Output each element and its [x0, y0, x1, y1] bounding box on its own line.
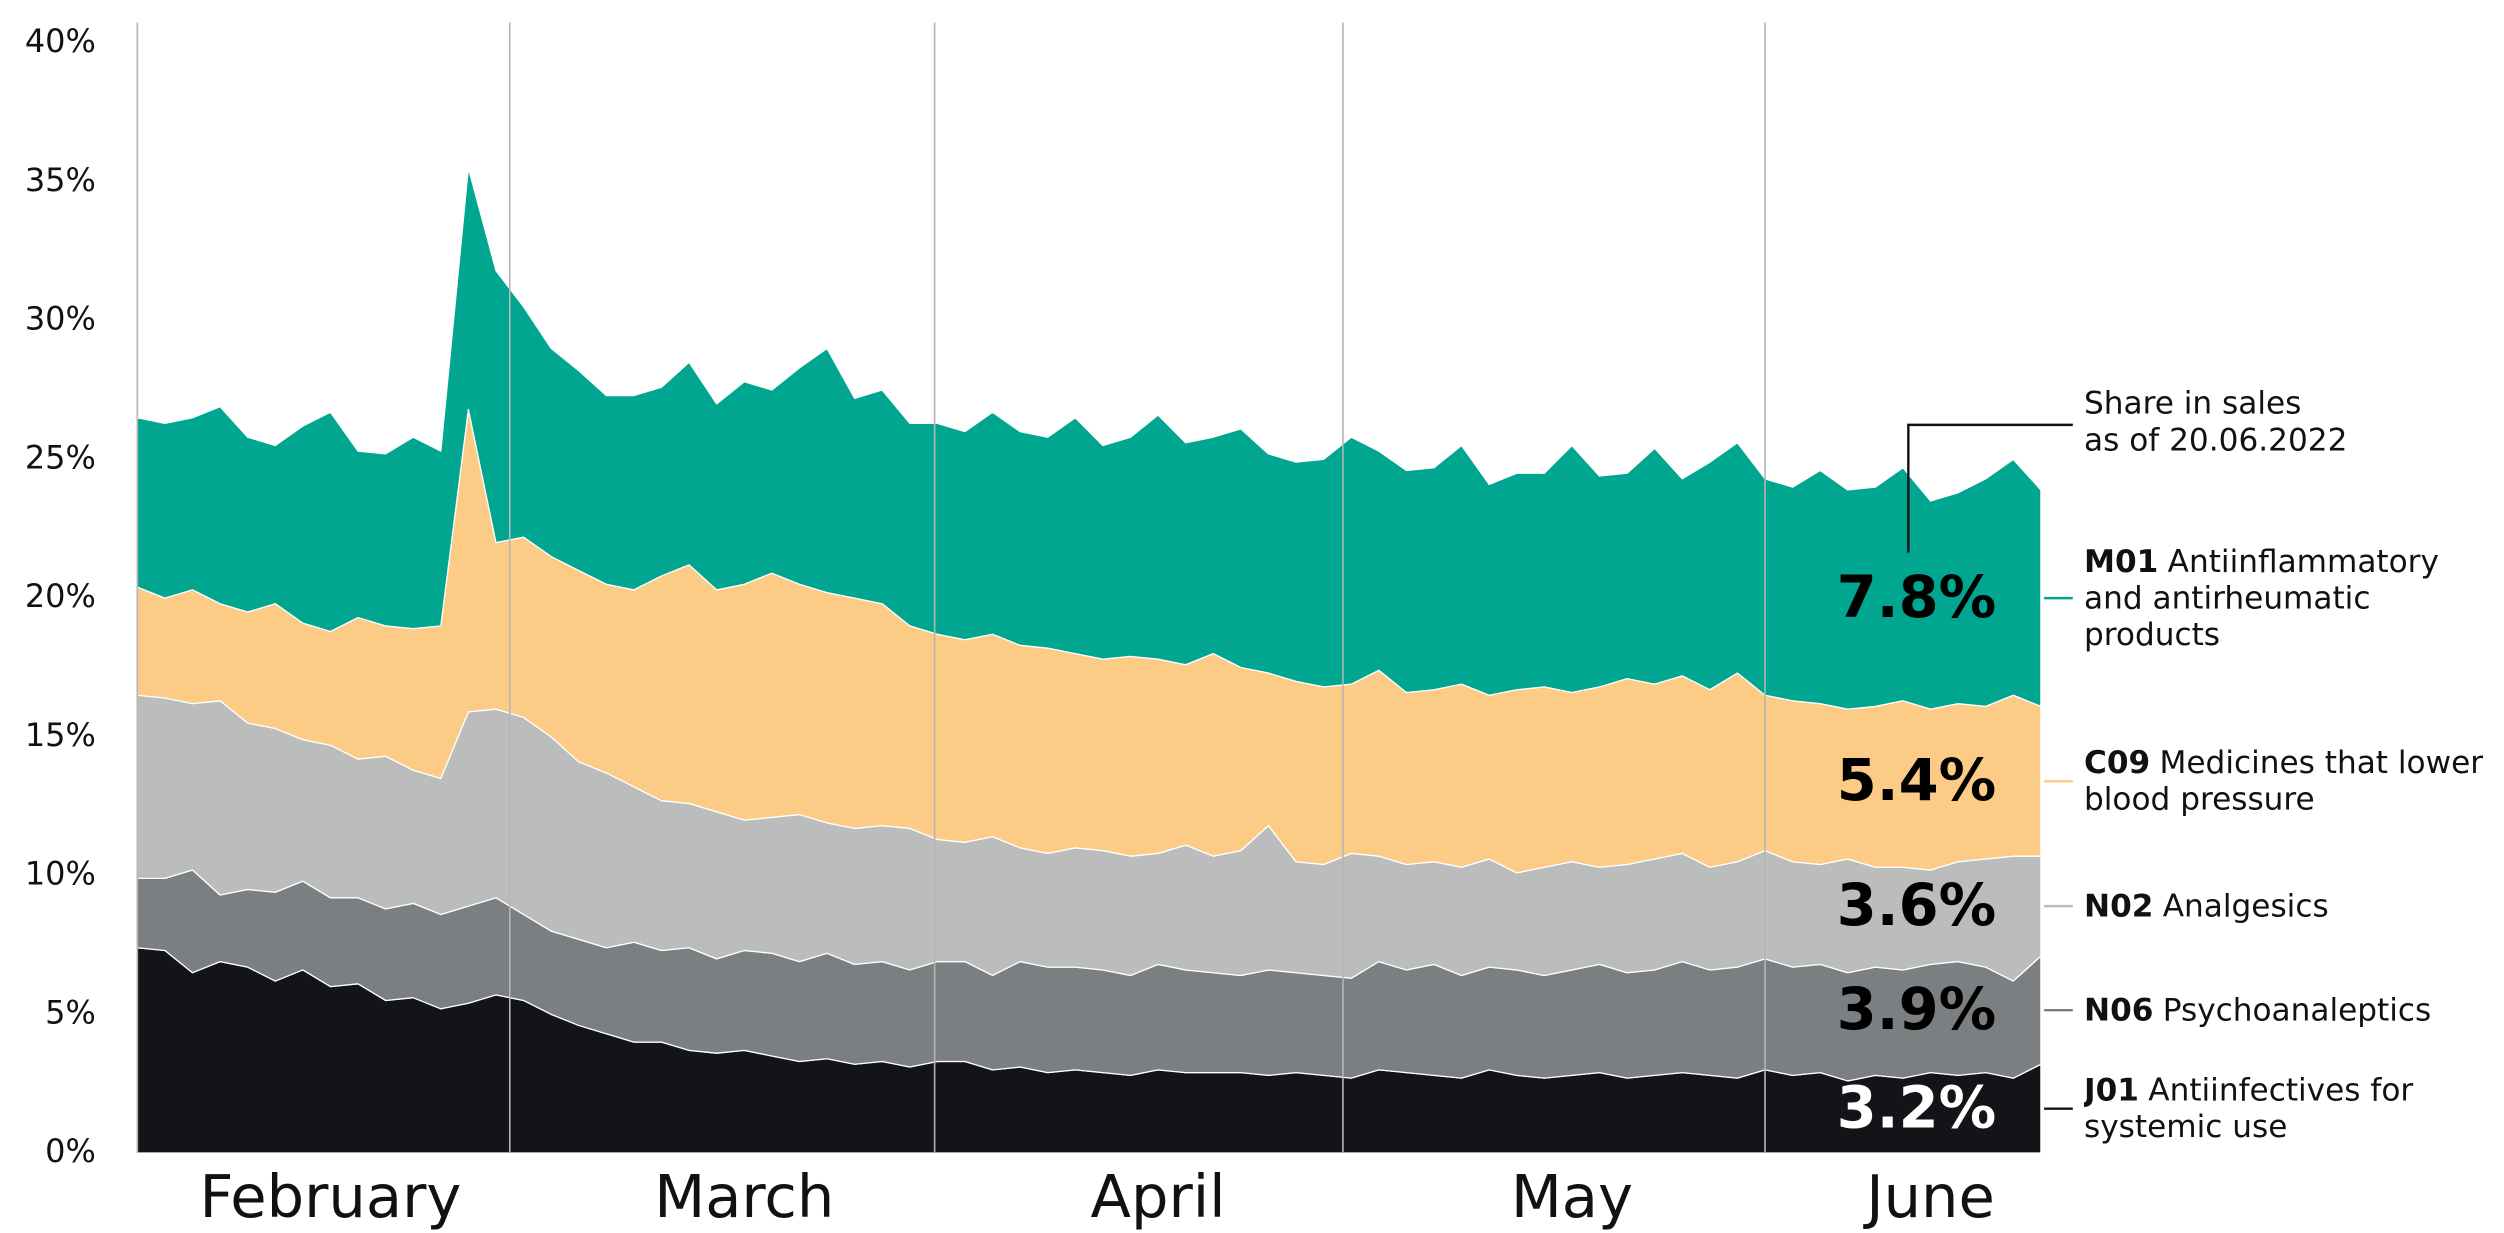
legend-text: N06 Psychoanaleptics: [2084, 930, 2504, 1090]
y-tick-label: 40%: [25, 22, 96, 60]
legend-label: N06 Psychoanaleptics: [2084, 992, 2431, 1029]
x-tick-label: March: [654, 1162, 834, 1231]
legend-label: N02 Analgesics: [2084, 888, 2329, 925]
legend-code: M01: [2084, 543, 2159, 580]
legend-code: C09: [2084, 744, 2151, 782]
x-tick-label: May: [1511, 1162, 1633, 1231]
y-tick-label: 25%: [25, 438, 96, 476]
legend-name: Analgesics: [2162, 887, 2329, 925]
legend-item: M01 Antiinflammatory and antirheumatic pr…: [2084, 518, 2504, 678]
legend-text: N02 Analgesics: [2084, 826, 2504, 986]
y-tick-label: 5%: [45, 993, 96, 1031]
legend-item: C09 Medicines that lower blood pressure: [2084, 701, 2504, 861]
legend-name: Antiinflammatory and antirheumatic produ…: [2084, 543, 2439, 654]
y-tick-label: 30%: [25, 300, 96, 338]
legend-name: Medicines that lower blood pressure: [2084, 744, 2484, 818]
legend-code: N02: [2084, 887, 2154, 925]
x-tick-label: February: [200, 1162, 462, 1231]
value-label: 3.6%: [1837, 872, 1996, 939]
value-label: 5.4%: [1837, 747, 1996, 814]
legend-name: Antiinfectives for systemic use: [2084, 1071, 2414, 1146]
value-label: 3.9%: [1837, 976, 1996, 1043]
legend-text: J01 Antiinfectives for systemic use: [2084, 1029, 2504, 1189]
legend-text: M01 Antiinflammatory and antirheumatic pr…: [2084, 518, 2504, 678]
legend-text: C09 Medicines that lower blood pressure: [2084, 701, 2504, 861]
legend-label: C09 Medicines that lower blood pressure: [2084, 745, 2504, 818]
area: [136, 167, 2042, 710]
y-tick-label: 35%: [25, 161, 96, 199]
y-tick-label: 0%: [45, 1132, 96, 1170]
legend-label: J01 Antiinfectives for systemic use: [2084, 1072, 2504, 1145]
x-tick-label: June: [1862, 1162, 1995, 1231]
y-tick-label: 15%: [25, 716, 96, 754]
legend-item: N02 Analgesics: [2084, 826, 2504, 986]
legend-code: N06: [2084, 991, 2154, 1029]
legend-code: J01: [2084, 1071, 2139, 1109]
legend-label: M01 Antiinflammatory and antirheumatic pr…: [2084, 543, 2504, 653]
annotation-line: Share in sales: [2084, 384, 2302, 422]
annotation-text: Share in sales as of 20.06.2022: [2084, 385, 2504, 458]
value-label: 7.8%: [1837, 564, 1996, 631]
x-tick-label: April: [1091, 1162, 1226, 1231]
annotation-line: as of 20.06.2022: [2084, 421, 2348, 459]
legend-item: N06 Psychoanaleptics: [2084, 930, 2504, 1090]
value-label: 3.2%: [1837, 1074, 1996, 1141]
y-tick-label: 20%: [25, 577, 96, 615]
legend-item: J01 Antiinfectives for systemic use: [2084, 1029, 2504, 1189]
legend-name: Psychoanaleptics: [2162, 991, 2432, 1029]
annotation-leader: [1907, 423, 2073, 553]
y-tick-label: 10%: [25, 855, 96, 893]
